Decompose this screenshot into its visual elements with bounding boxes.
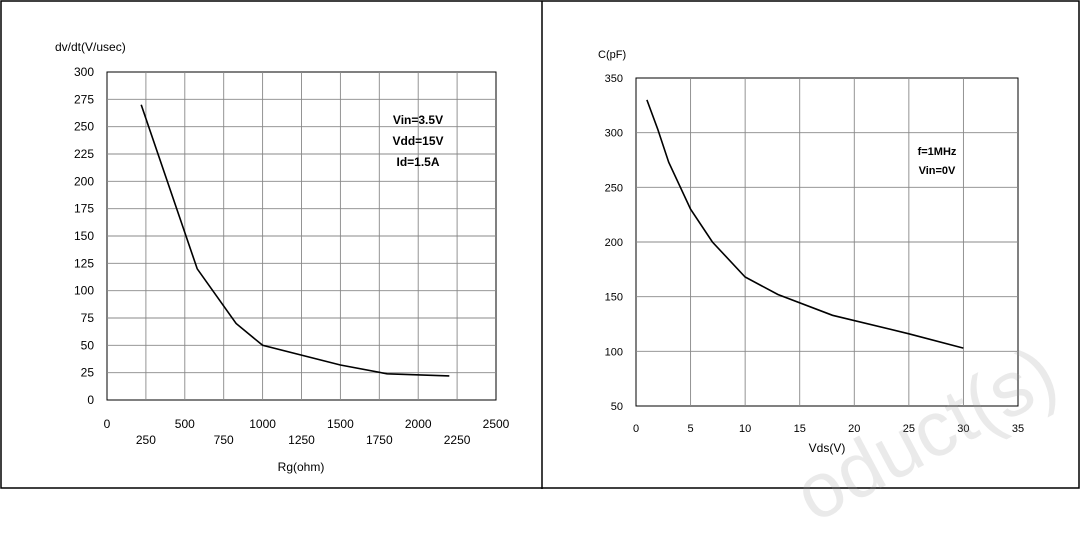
- x-tick-label: 35: [1012, 423, 1024, 435]
- y-tick-label: 275: [74, 92, 94, 106]
- capacitance-grid: [636, 78, 1018, 406]
- capacitance-x-tick-labels: 0 5 10 15 20 25 30 35: [633, 423, 1024, 435]
- x-tick-label-offset: 250: [136, 433, 156, 447]
- x-tick-label: 0: [633, 423, 639, 435]
- y-tick-label: 200: [605, 237, 623, 249]
- x-tick-label: 1500: [327, 417, 354, 431]
- dvdt-y-tick-labels: 0 25 50 75 100 125 150 175 200 225 250 275 300: [74, 65, 94, 407]
- dvdt-annotation-vdd: Vdd=15V: [392, 134, 443, 148]
- y-tick-label: 300: [74, 65, 94, 79]
- y-tick-label: 300: [605, 128, 623, 140]
- figure-border: [0, 0, 1080, 489]
- y-tick-label: 0: [87, 393, 94, 407]
- dvdt-x-tick-labels: 0 500 1000 1500 2000 2500 250 750 1250 1750 2250: [104, 417, 510, 447]
- capacitance-y-axis-label: C(pF): [598, 49, 626, 61]
- y-tick-label: 200: [74, 174, 94, 188]
- dvdt-y-axis-label: dv/dt(V/usec): [55, 40, 126, 54]
- capacitance-y-tick-labels: 50 100 150 200 250 300 350: [605, 73, 623, 413]
- dvdt-series-line: [140, 104, 450, 377]
- x-tick-label-offset: 750: [214, 433, 234, 447]
- dvdt-x-axis-label: Rg(ohm): [278, 460, 325, 474]
- capacitance-annotation-freq: f=1MHz: [918, 146, 957, 158]
- capacitance-x-axis-label: Vds(V): [809, 441, 846, 455]
- x-tick-label: 20: [848, 423, 860, 435]
- capacitance-series-line: [646, 99, 964, 349]
- y-tick-label: 75: [81, 311, 95, 325]
- x-tick-label: 2000: [405, 417, 432, 431]
- y-tick-label: 25: [81, 366, 95, 380]
- y-tick-label: 225: [74, 147, 94, 161]
- y-tick-label: 250: [605, 182, 623, 194]
- y-tick-label: 50: [81, 338, 95, 352]
- x-tick-label: 15: [794, 423, 806, 435]
- dvdt-grid: [107, 72, 496, 400]
- x-tick-label-offset: 1250: [288, 433, 315, 447]
- dvdt-annotation-id: Id=1.5A: [396, 155, 439, 169]
- y-tick-label: 125: [74, 256, 94, 270]
- x-tick-label-offset: 2250: [444, 433, 471, 447]
- y-tick-label: 250: [74, 120, 94, 134]
- y-tick-label: 50: [611, 401, 623, 413]
- x-tick-label: 1000: [249, 417, 276, 431]
- y-tick-label: 175: [74, 202, 94, 216]
- capacitance-chart: 50 100 150 200 250 300 350 0 5 10 15 20 25 30 35 C(pF…: [598, 49, 1024, 455]
- x-tick-label: 500: [175, 417, 195, 431]
- capacitance-annotation-vin: Vin=0V: [919, 165, 956, 177]
- dvdt-chart: 0 25 50 75 100 125 150 175 200 225 250 275 300 0 500 1…: [55, 40, 510, 474]
- x-tick-label: 5: [688, 423, 694, 435]
- dvdt-annotation-vin: Vin=3.5V: [393, 113, 443, 127]
- y-tick-label: 100: [605, 346, 623, 358]
- y-tick-label: 100: [74, 284, 94, 298]
- x-tick-label: 30: [957, 423, 969, 435]
- x-tick-label-offset: 1750: [366, 433, 393, 447]
- y-tick-label: 350: [605, 73, 623, 85]
- x-tick-label: 10: [739, 423, 751, 435]
- y-tick-label: 150: [605, 292, 623, 304]
- x-tick-label: 0: [104, 417, 111, 431]
- x-tick-label: 25: [903, 423, 915, 435]
- y-tick-label: 150: [74, 229, 94, 243]
- x-tick-label: 2500: [483, 417, 510, 431]
